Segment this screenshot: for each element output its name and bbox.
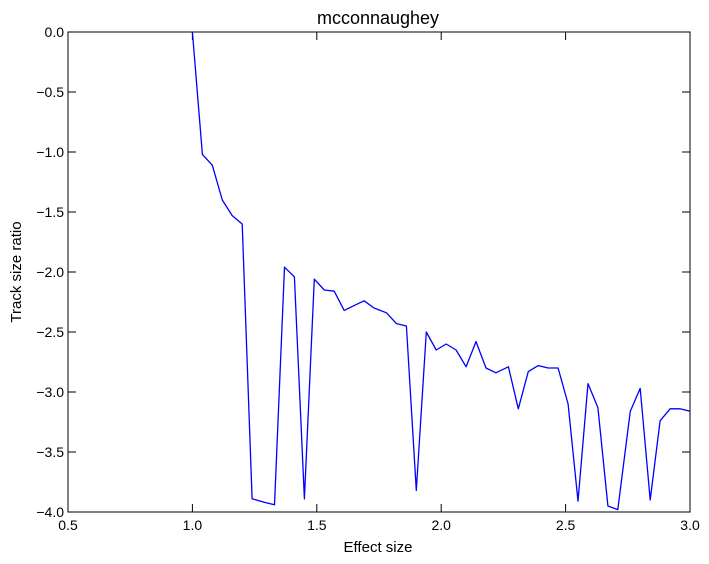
x-tick-label: 0.5	[58, 517, 78, 533]
y-tick-label: −1.0	[36, 144, 64, 160]
y-axis-label: Track size ratio	[8, 221, 25, 322]
y-tick-label: −2.5	[36, 324, 64, 340]
y-tick-label: −3.5	[36, 444, 64, 460]
y-tick-label: −3.0	[36, 384, 64, 400]
tick-labels: 0.5 1.0 1.5 2.0 2.5 3.0 0.0 −0.5 −1.0 −1.5 −2.0 −2.…	[36, 24, 700, 533]
x-tick-label: 1.0	[183, 517, 203, 533]
x-tick-label: 1.5	[307, 517, 327, 533]
y-tick-label: −1.5	[36, 204, 64, 220]
y-tick-label: −4.0	[36, 504, 64, 520]
series-line	[191, 32, 690, 511]
series-group	[191, 32, 690, 511]
x-tick-label: 2.5	[556, 517, 576, 533]
y-tick-label: 0.0	[45, 24, 65, 40]
y-tick-label: −2.0	[36, 264, 64, 280]
x-tick-label: 3.0	[680, 517, 700, 533]
plot-frame	[67, 31, 691, 513]
chart-title: mcconnaughey	[317, 8, 439, 28]
x-axis-label: Effect size	[344, 539, 413, 556]
y-tick-label: −0.5	[36, 84, 64, 100]
x-tick-label: 2.0	[431, 517, 451, 533]
